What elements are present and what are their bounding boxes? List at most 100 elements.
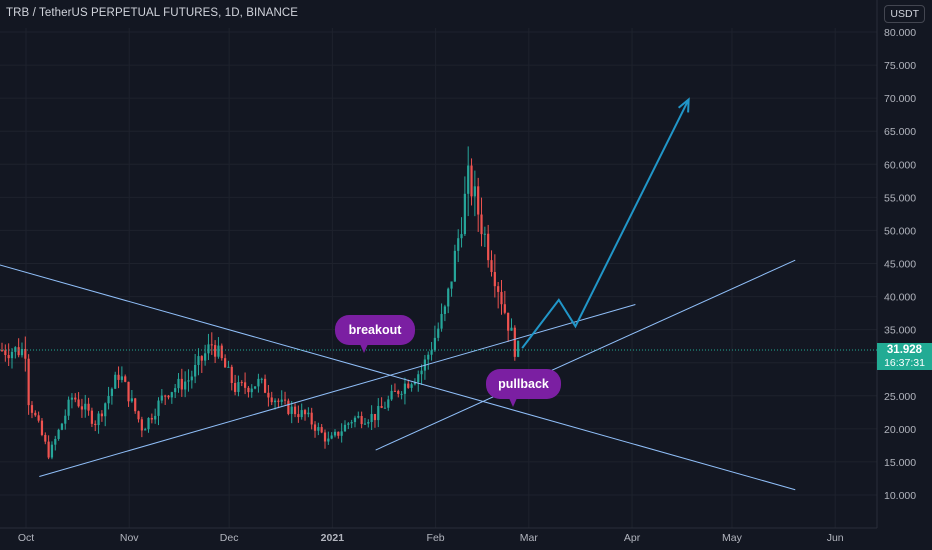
candle-body [207, 344, 210, 354]
time-tick-label: Mar [520, 532, 539, 544]
trendline-rising-support [375, 259, 796, 451]
time-axis[interactable]: Oct Nov Dec 2021 Feb Mar Apr May Jun [18, 532, 844, 544]
price-tick-label: 10.000 [884, 490, 916, 502]
candle-body [190, 376, 193, 381]
candle-body [74, 397, 77, 400]
candle-body [463, 193, 466, 235]
pullback-callout[interactable]: pullback [486, 369, 561, 399]
candle-body [120, 376, 123, 380]
candle-body [410, 384, 413, 388]
candle-body [170, 392, 173, 398]
candle-body [477, 186, 480, 215]
candle-body [54, 438, 57, 445]
candle-body [433, 337, 436, 351]
candle-body [34, 412, 37, 416]
price-tick-label: 40.000 [884, 292, 916, 304]
candle-body [177, 378, 180, 389]
candle-body [380, 406, 383, 408]
candle-body [437, 328, 440, 338]
candle-body [97, 413, 100, 426]
time-tick-label: Dec [220, 532, 239, 544]
candle-body [253, 386, 257, 389]
candle-body [24, 349, 27, 359]
candle-body [214, 345, 217, 357]
candle-body [107, 396, 110, 404]
candle-body [417, 374, 420, 383]
candle-body [403, 383, 407, 394]
candle-body [144, 429, 147, 431]
chart-title: TRB / TetherUS PERPETUAL FUTURES, 1D, BI… [6, 7, 299, 19]
candle-body [453, 250, 456, 282]
candle-body [267, 392, 270, 398]
candle-body [370, 413, 373, 423]
candle-body [7, 355, 10, 359]
candle-body [184, 381, 187, 390]
price-tick-label: 75.000 [884, 60, 916, 72]
candle-body [507, 312, 510, 331]
candle-body [480, 214, 483, 235]
candle-body [60, 423, 64, 430]
candle-series [0, 146, 520, 460]
candle-body [393, 390, 397, 392]
candle-body [467, 165, 470, 194]
candle-body [37, 415, 40, 421]
candle-body [220, 345, 223, 359]
candle-body [277, 400, 280, 402]
candle-body [390, 390, 393, 400]
currency-button[interactable]: USDT [884, 5, 925, 23]
breakout-callout[interactable]: breakout [335, 315, 415, 345]
candle-body [513, 327, 516, 357]
candle-body [80, 406, 84, 410]
candle-body [134, 398, 137, 412]
candle-body [503, 304, 506, 313]
candle-body [160, 395, 163, 401]
candle-body [427, 354, 430, 360]
candle-body [230, 366, 233, 383]
candle-body [197, 356, 200, 365]
price-tick-label: 80.000 [884, 27, 916, 39]
candle-body [413, 382, 417, 385]
candle-body [430, 350, 433, 355]
price-tick-label: 60.000 [884, 159, 916, 171]
price-tick-label: 50.000 [884, 225, 916, 237]
price-axis[interactable]: 80.000 75.000 70.000 65.000 60.000 55.000 50.0… [884, 27, 916, 502]
candle-body [297, 414, 300, 418]
candle-body [84, 403, 87, 410]
candle-body [460, 234, 463, 239]
candle-body [257, 378, 260, 387]
trendline-descending [0, 264, 796, 491]
candle-body [320, 427, 323, 433]
candle-body [90, 410, 94, 424]
pullback-callout-tail [509, 398, 517, 407]
candle-body [497, 286, 500, 292]
candle-body [293, 406, 297, 415]
candle-body [64, 415, 67, 424]
price-tick-label: 70.000 [884, 93, 916, 105]
candle-body [260, 378, 263, 380]
time-tick-label: May [722, 532, 743, 544]
candle-body [340, 431, 343, 436]
candle-body [383, 407, 387, 409]
candle-body [30, 405, 34, 413]
candle-body [360, 416, 363, 425]
price-tick-label: 35.000 [884, 325, 916, 337]
candle-body [350, 422, 353, 424]
candle-body [420, 370, 423, 375]
candle-body [270, 397, 273, 403]
price-tick-label: 65.000 [884, 126, 916, 138]
time-tick-label: Nov [120, 532, 139, 544]
candle-body [280, 399, 283, 402]
price-tick-label: 55.000 [884, 192, 916, 204]
candle-body [87, 403, 90, 411]
candle-body [247, 387, 250, 393]
candle-body [224, 358, 227, 368]
candle-body [287, 400, 290, 414]
candle-body [473, 186, 476, 197]
chart-grid [0, 0, 878, 529]
candle-body [353, 417, 357, 423]
candle-body [407, 383, 410, 388]
candle-body [50, 444, 54, 458]
candle-body [450, 281, 453, 289]
candle-body [273, 400, 277, 403]
